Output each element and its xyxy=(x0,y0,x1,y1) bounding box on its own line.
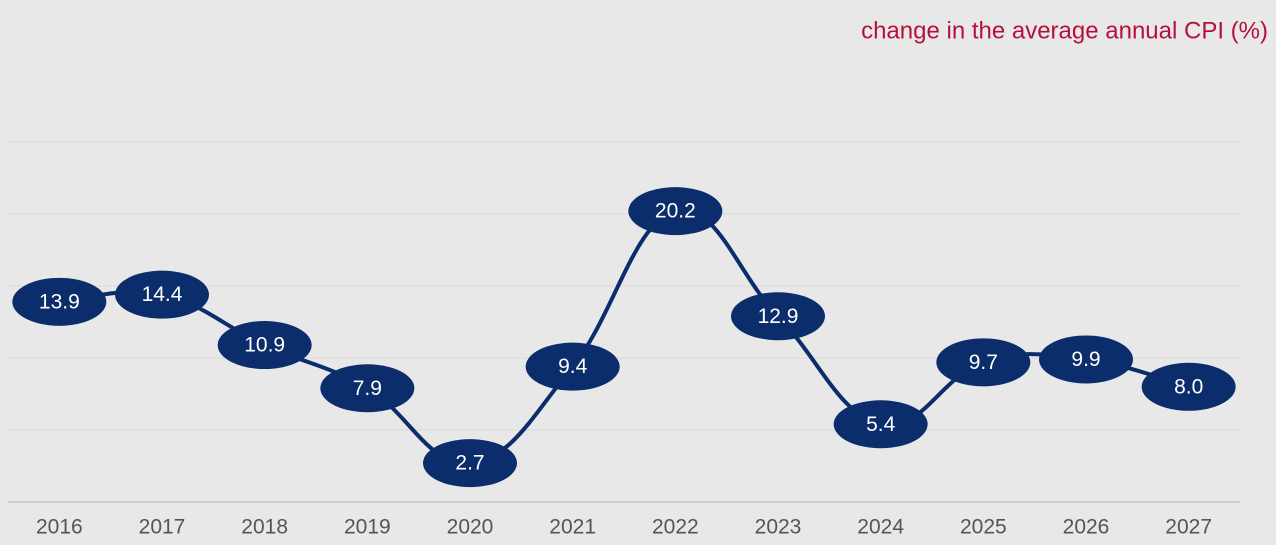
data-label: 20.2 xyxy=(655,200,696,223)
data-label: 2.7 xyxy=(455,452,484,475)
x-tick-label: 2021 xyxy=(549,516,596,539)
x-tick-label: 2020 xyxy=(447,516,494,539)
data-label: 9.4 xyxy=(558,355,588,378)
data-label: 8.0 xyxy=(1174,375,1203,398)
data-label: 5.4 xyxy=(866,413,896,436)
x-tick-label: 2025 xyxy=(960,516,1007,539)
chart-title: change in the average annual CPI (%) xyxy=(861,17,1268,44)
x-tick-label: 2017 xyxy=(139,516,186,539)
x-tick-label: 2016 xyxy=(36,516,83,539)
x-tick-label: 2026 xyxy=(1063,516,1110,539)
data-label: 9.9 xyxy=(1071,348,1100,371)
x-tick-label: 2018 xyxy=(241,516,288,539)
data-label: 12.9 xyxy=(758,305,799,328)
point-marker xyxy=(731,292,825,341)
data-label: 9.7 xyxy=(969,351,998,374)
point-marker xyxy=(12,277,107,326)
x-tick-label: 2024 xyxy=(857,516,904,539)
x-tick-label: 2022 xyxy=(652,516,699,539)
point-marker xyxy=(936,338,1031,387)
point-marker xyxy=(1039,335,1133,384)
point-marker xyxy=(423,439,517,488)
point-marker xyxy=(628,187,723,236)
x-tick-label: 2027 xyxy=(1165,516,1212,539)
data-label: 7.9 xyxy=(353,377,382,400)
point-marker xyxy=(217,321,312,370)
point-marker xyxy=(525,342,620,391)
data-label: 10.9 xyxy=(244,334,285,357)
data-label: 13.9 xyxy=(39,290,80,313)
x-tick-label: 2019 xyxy=(344,516,391,539)
data-label: 14.4 xyxy=(142,283,183,306)
point-marker xyxy=(1141,362,1236,411)
point-marker xyxy=(833,400,928,449)
x-tick-label: 2023 xyxy=(755,516,802,539)
point-marker xyxy=(320,364,415,413)
point-marker xyxy=(115,270,209,319)
